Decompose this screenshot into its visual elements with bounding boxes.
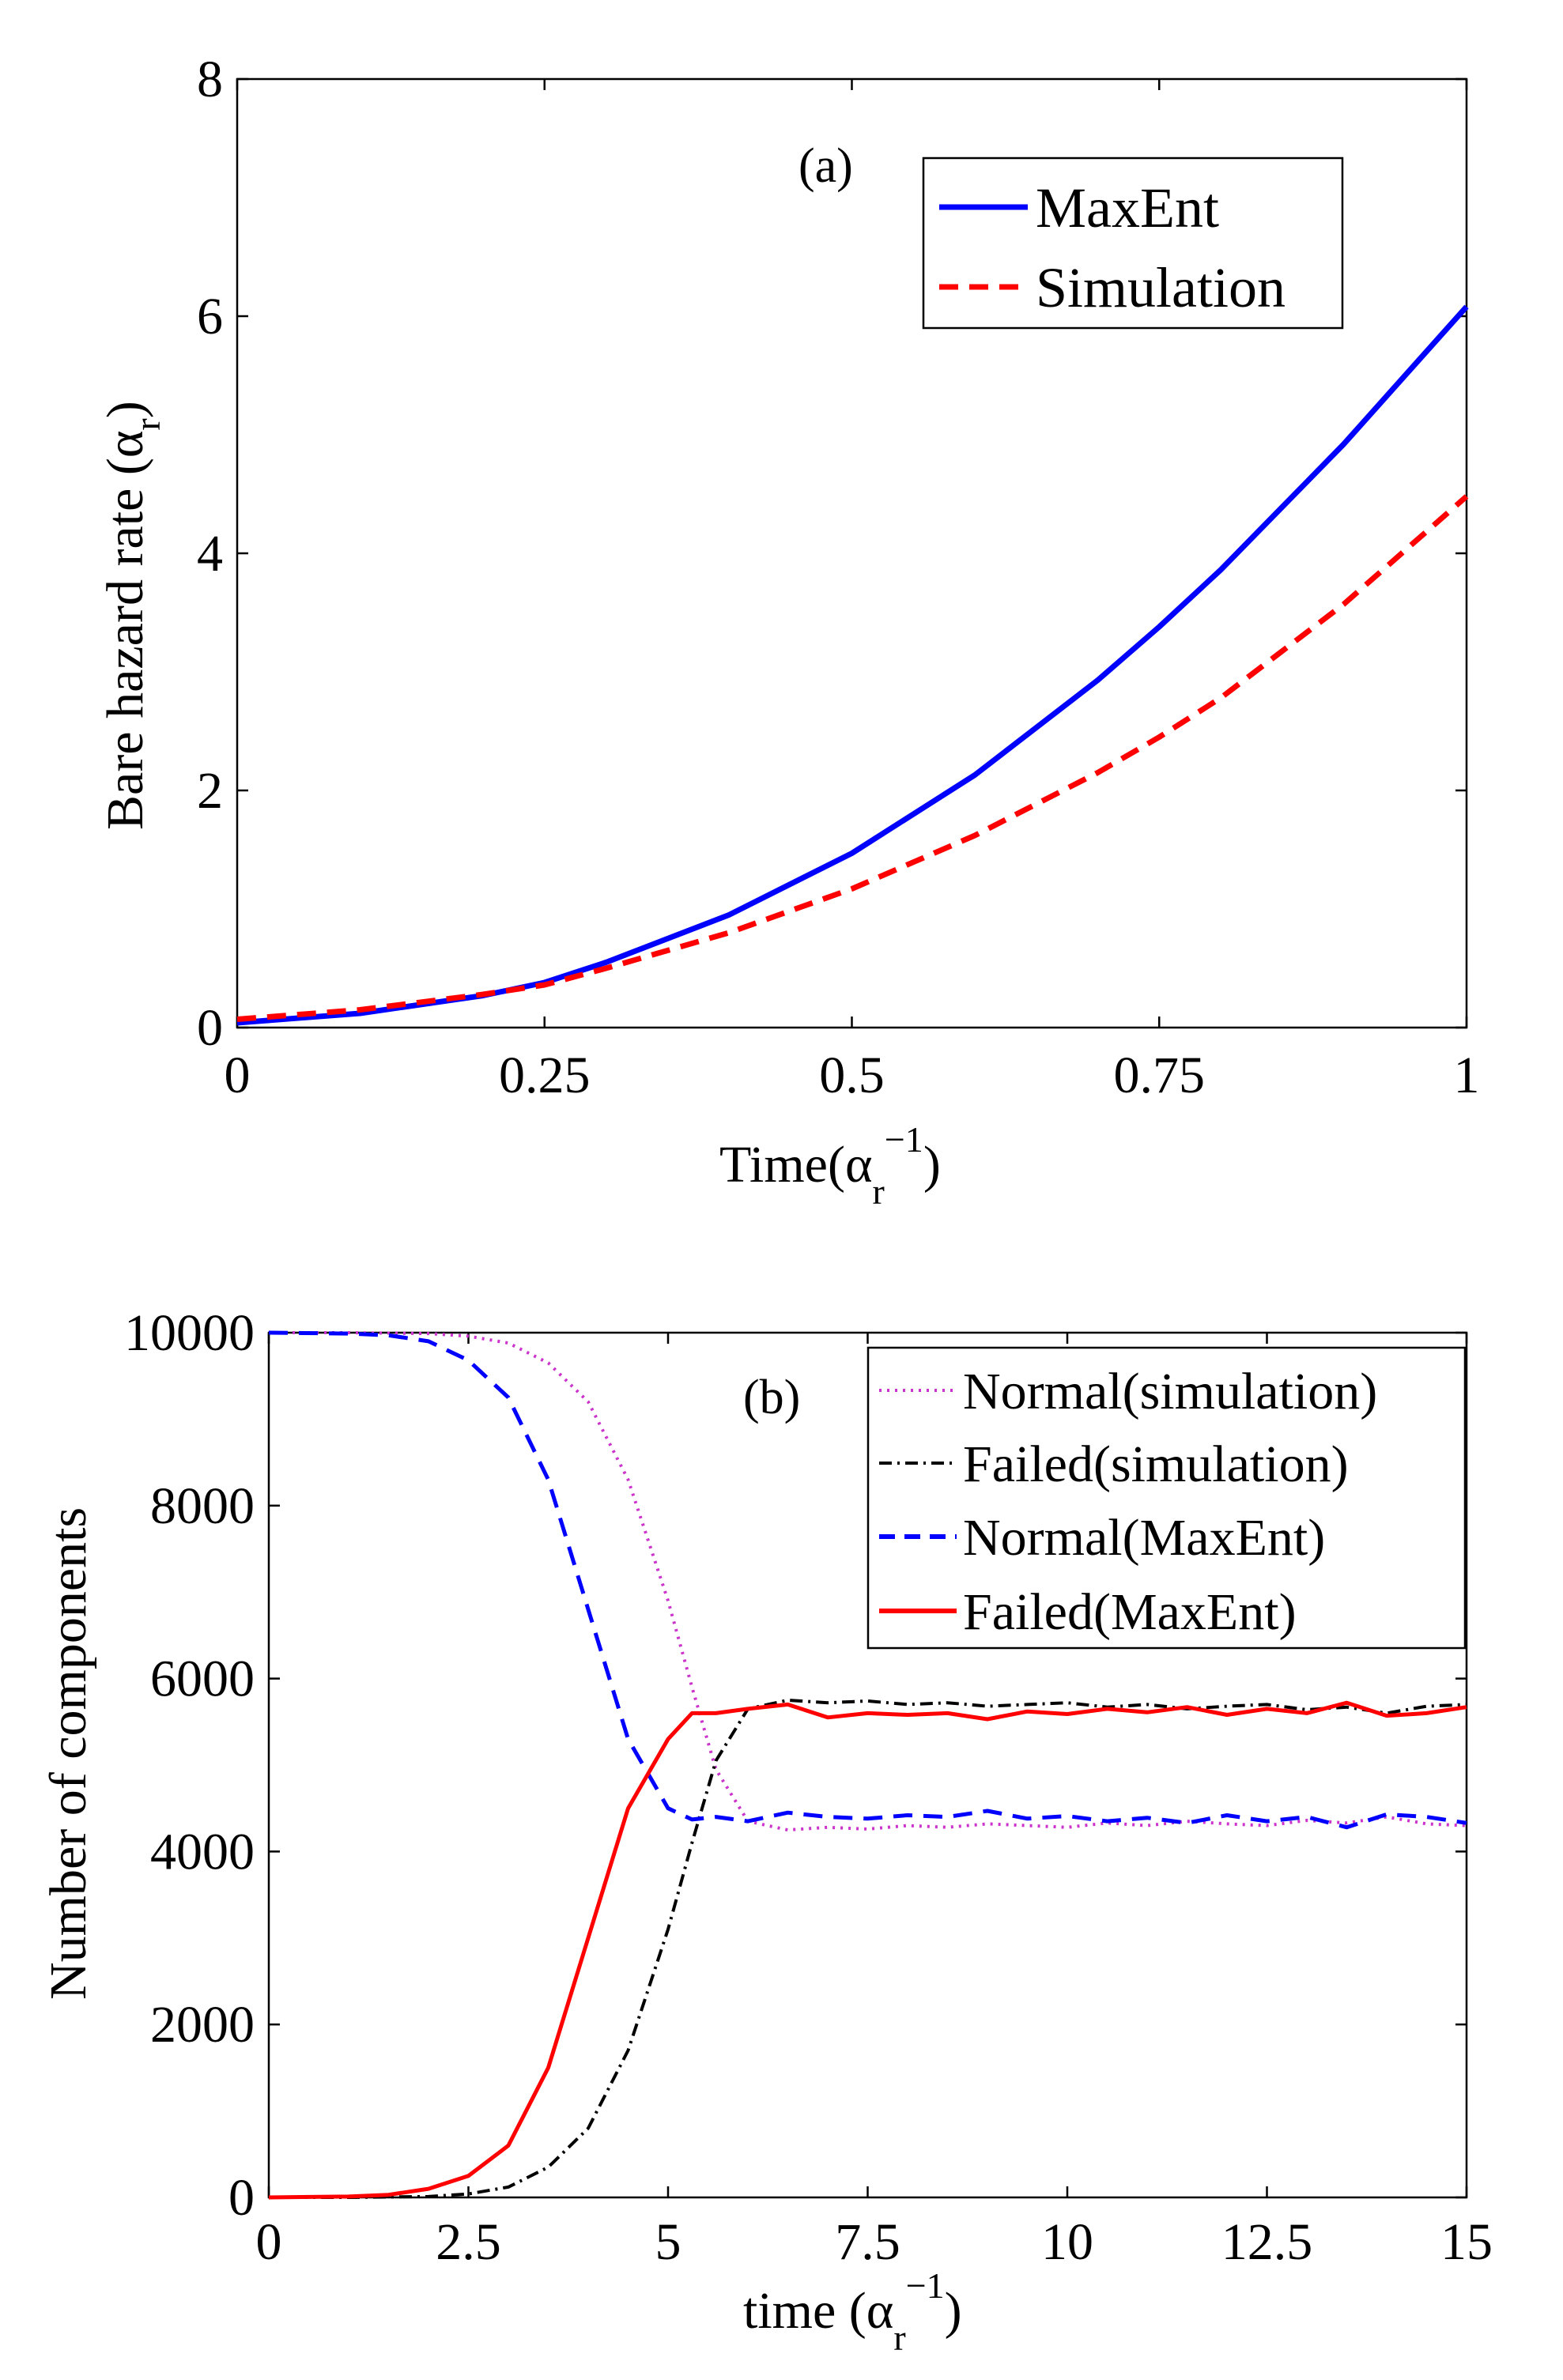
panel-b-xtick-label: 2.5 bbox=[436, 2213, 501, 2271]
panel-b-series-failed-simulation bbox=[269, 1698, 1467, 2199]
legend-label-simulation: Simulation bbox=[1036, 256, 1286, 319]
panel-a-xtick-label: 1 bbox=[1454, 1047, 1480, 1104]
panel-b-xtick-label: 12.5 bbox=[1221, 2213, 1313, 2271]
panel-b-ticks: 0 2.5 5 7.5 10 12.5 15 0 2000 4000 6000 8000 10000 bbox=[124, 1304, 1493, 2271]
panel-a-ytick-label: 8 bbox=[197, 51, 223, 108]
panel-b-xtick-label: 5 bbox=[655, 2213, 681, 2271]
panel-b-xtick-label: 0 bbox=[256, 2213, 282, 2271]
panel-a-x-axis-title: Time(αr−1) bbox=[719, 1119, 941, 1212]
panel-a-ytick-label: 4 bbox=[197, 525, 223, 583]
panel-b-chart: 0 2.5 5 7.5 10 12.5 15 0 2000 4000 6000 8000 10000 (… bbox=[40, 1304, 1493, 2358]
panel-a-ytick-label: 6 bbox=[197, 288, 223, 345]
legend-label-failed-maxent: Failed(MaxEnt) bbox=[963, 1583, 1297, 1641]
panel-a-xtick-label: 0.5 bbox=[819, 1047, 885, 1104]
panel-b-ytick-label: 2000 bbox=[150, 1996, 255, 2054]
panel-a-series-maxent bbox=[236, 304, 1469, 1026]
panel-b-label: (b) bbox=[743, 1371, 800, 1424]
panel-a-legend: MaxEnt Simulation bbox=[922, 157, 1344, 330]
panel-a-label: (a) bbox=[798, 139, 853, 193]
legend-label-maxent: MaxEnt bbox=[1036, 176, 1219, 240]
panel-a-series bbox=[236, 304, 1469, 1026]
panel-a-ticks: 0 0.25 0.5 0.75 1 0 2 4 6 8 bbox=[197, 51, 1480, 1104]
legend-label-normal-maxent: Normal(MaxEnt) bbox=[963, 1509, 1325, 1567]
panel-b-xtick-label: 7.5 bbox=[835, 2213, 900, 2271]
panel-b-x-axis-title: time (αr−1) bbox=[743, 2265, 962, 2358]
panel-b-xtick-label: 10 bbox=[1041, 2213, 1093, 2271]
panel-b-ytick-label: 4000 bbox=[150, 1823, 255, 1880]
panel-a-xtick-label: 0.25 bbox=[499, 1047, 591, 1104]
panel-a-legend-box bbox=[922, 157, 1344, 330]
panel-b-xtick-label: 15 bbox=[1440, 2213, 1493, 2271]
panel-a-xtick-label: 0 bbox=[225, 1047, 251, 1104]
panel-a-series-simulation bbox=[236, 494, 1469, 1022]
panel-a-xtick-label: 0.75 bbox=[1114, 1047, 1206, 1104]
panel-a-y-axis-title: Bare hazard rate (αr) bbox=[96, 401, 168, 830]
panel-b-y-axis-title: Number of components bbox=[40, 1507, 97, 2000]
legend-label-failed-simulation: Failed(simulation) bbox=[963, 1435, 1349, 1493]
panel-a-ytick-label: 2 bbox=[197, 762, 223, 820]
panel-b-ytick-label: 8000 bbox=[150, 1477, 255, 1535]
panel-a-chart: 0 0.25 0.5 0.75 1 0 2 4 6 8 (a) MaxEnt Simulation… bbox=[96, 51, 1480, 1212]
panel-b-ytick-label: 0 bbox=[228, 2169, 255, 2227]
panel-b-series-failed-maxent bbox=[268, 1700, 1467, 2200]
legend-label-normal-simulation: Normal(simulation) bbox=[963, 1363, 1377, 1420]
panel-b-legend-box bbox=[866, 1346, 1467, 1650]
panel-b-ytick-label: 10000 bbox=[124, 1304, 255, 1362]
panel-a-ytick-label: 0 bbox=[197, 999, 223, 1057]
panel-b-legend: Normal(simulation) Failed(simulation) No… bbox=[866, 1346, 1467, 1650]
panel-b-ytick-label: 6000 bbox=[150, 1650, 255, 1708]
panel-b-series-normal-simulation bbox=[269, 1331, 1467, 1832]
panel-b-series-normal-maxent bbox=[268, 1330, 1467, 1830]
panel-b-series bbox=[268, 1330, 1467, 2200]
